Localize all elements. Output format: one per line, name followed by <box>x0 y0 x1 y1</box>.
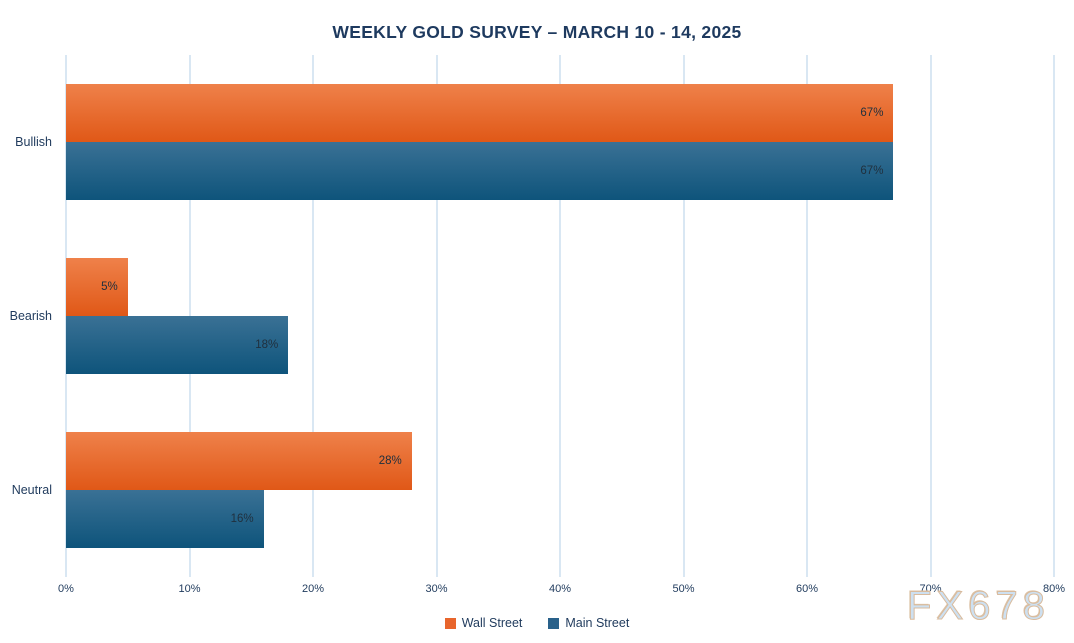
x-tick-label: 30% <box>425 583 448 595</box>
x-axis: 0% 10% 20% 30% 40% 50% 60% 70% 80% <box>0 583 1074 599</box>
legend-item-main-street: Main Street <box>548 616 629 630</box>
bar-wall-street-bearish: 5% <box>66 258 128 316</box>
bar-main-street-neutral: 16% <box>66 490 264 548</box>
bar-main-street-bullish: 67% <box>66 142 894 200</box>
legend-item-wall-street: Wall Street <box>444 616 523 630</box>
x-tick-label: 50% <box>672 583 695 595</box>
x-tick-label: 40% <box>548 583 572 595</box>
gridline-30- <box>435 55 438 577</box>
legend-label: Wall Street <box>461 616 523 630</box>
x-tick-label: 60% <box>795 583 819 595</box>
x-tick-label: 0% <box>58 583 74 595</box>
x-tick-label: 70% <box>919 583 942 595</box>
legend-swatch-icon <box>444 617 456 629</box>
bar-value-label: 5% <box>101 281 118 293</box>
chart-title: WEEKLY GOLD SURVEY – MARCH 10 - 14, 2025 <box>332 22 742 42</box>
bar-wall-street-bullish: 67% <box>66 84 894 142</box>
bar-value-label: 28% <box>378 455 402 467</box>
gridline-70- <box>929 55 932 577</box>
legend: Wall Street Main Street <box>0 616 1074 630</box>
bar-value-label: 18% <box>255 339 279 351</box>
gridline-40- <box>559 55 561 577</box>
plot-area: 67% 67% 5% 18% 28% 16% <box>65 55 1055 577</box>
gridline-50- <box>682 55 685 577</box>
bar-value-label: 67% <box>860 165 884 177</box>
watermark: FX678 <box>907 584 1050 629</box>
bar-value-label: 67% <box>860 107 884 119</box>
bar-main-street-bearish: 18% <box>66 316 289 374</box>
category-label-bullish: Bullish <box>15 135 52 149</box>
x-tick-label: 10% <box>178 583 201 595</box>
gridline-60- <box>806 55 808 577</box>
x-tick-label: 20% <box>301 583 325 595</box>
gridline-20- <box>312 55 314 577</box>
x-tick-label: 80% <box>1042 583 1066 595</box>
legend-label: Main Street <box>565 616 630 630</box>
bar-wall-street-neutral: 28% <box>66 432 412 490</box>
category-label-bearish: Bearish <box>9 309 52 323</box>
bar-value-label: 16% <box>230 513 254 525</box>
legend-swatch-icon <box>548 617 560 629</box>
gridline-80- <box>1053 55 1055 577</box>
category-label-neutral: Neutral <box>11 483 52 497</box>
